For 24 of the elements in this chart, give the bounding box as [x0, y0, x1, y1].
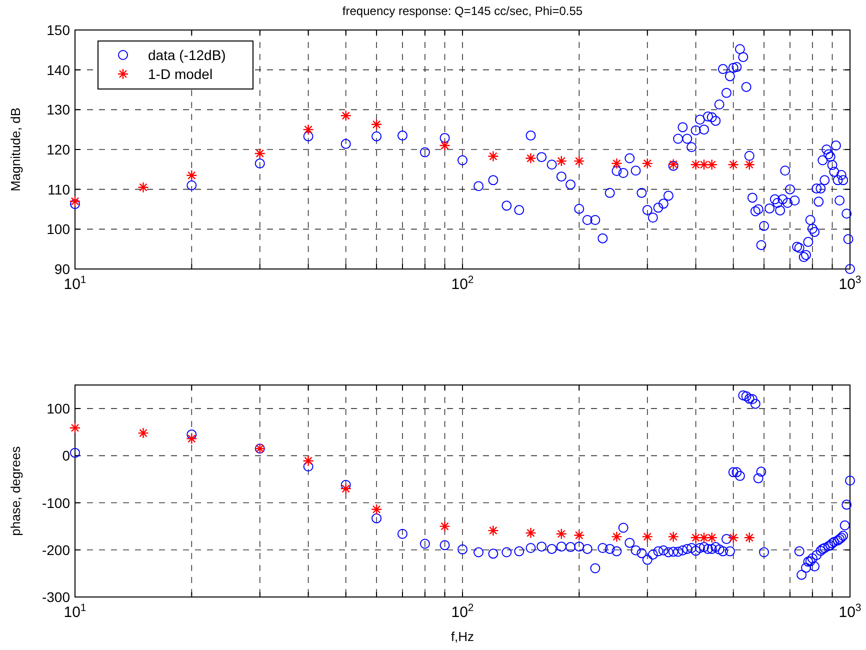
y-tick-label: 130	[46, 102, 70, 118]
y-tick-label: 100	[46, 221, 70, 238]
legend-label: 1-D model	[148, 66, 213, 82]
y-tick-label: 90	[54, 261, 70, 277]
y-axis-title: phase, degrees	[8, 446, 23, 536]
x-tick-label: 10$^{1}$	[64, 274, 86, 293]
y-tick-label: 140	[46, 62, 70, 78]
x-tick-label: 10$^{3}$	[838, 274, 862, 293]
y-tick-label: 120	[46, 142, 70, 158]
x-tick-label: 10$^{1}$	[64, 602, 86, 621]
y-tick-label: 0	[62, 448, 70, 464]
y-tick-label: -200	[42, 542, 70, 558]
x-tick-label: 10$^{2}$	[451, 602, 474, 621]
y-tick-label: 150	[46, 22, 70, 38]
x-axis-title: f,Hz	[450, 629, 474, 644]
y-tick-label: 100	[46, 400, 70, 417]
y-axis-title: Magnitude, dB	[8, 108, 23, 192]
y-tick-label: 110	[48, 181, 70, 198]
x-tick-label: 10$^{2}$	[451, 274, 474, 293]
x-tick-label: 10$^{3}$	[838, 602, 862, 621]
y-tick-label: -100	[42, 494, 70, 511]
legend-label: data (-12dB)	[148, 47, 226, 63]
chart-title: frequency response: Q=145 cc/sec, Phi=0.55	[342, 4, 583, 18]
y-tick-label: -300	[42, 589, 70, 605]
